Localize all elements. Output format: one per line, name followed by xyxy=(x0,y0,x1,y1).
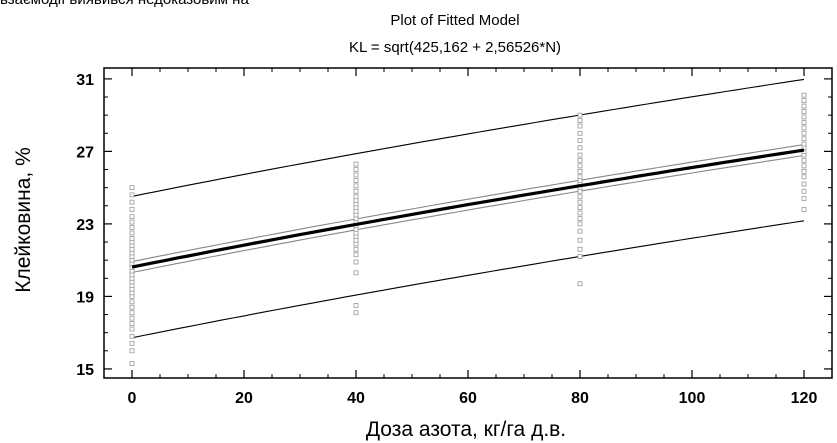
data-point xyxy=(129,199,135,205)
data-point xyxy=(577,205,583,210)
data-point xyxy=(353,310,359,316)
data-point xyxy=(801,109,807,114)
data-point xyxy=(577,194,583,200)
data-point xyxy=(577,210,583,216)
x-tick-label: 0 xyxy=(128,390,137,407)
data-point xyxy=(577,281,583,287)
upper-prediction-limit xyxy=(131,78,805,197)
plot-frame xyxy=(103,67,833,379)
data-point xyxy=(577,158,583,163)
x-tick-label: 120 xyxy=(791,390,818,407)
chart-subtitle: KL = sqrt(425,162 + 2,56526*N) xyxy=(349,39,561,56)
y-tick-label: 27 xyxy=(76,144,94,161)
data-point xyxy=(801,188,807,194)
y-tick-label: 31 xyxy=(76,72,94,89)
data-point xyxy=(801,141,807,147)
data-point xyxy=(353,259,359,265)
data-point xyxy=(353,177,359,183)
chart-title: Plot of Fitted Model xyxy=(390,12,519,29)
data-point xyxy=(577,199,583,205)
data-point xyxy=(577,163,583,169)
cropped-top-text: взаємодії виявився недоказовим на xyxy=(0,0,249,8)
data-point xyxy=(801,114,807,120)
data-point xyxy=(577,123,583,129)
upper-confidence-limit xyxy=(131,144,805,263)
data-point xyxy=(577,112,583,118)
fitted-model-line xyxy=(131,148,805,269)
data-point xyxy=(353,172,359,178)
data-point xyxy=(129,192,135,198)
data-point xyxy=(129,185,135,191)
data-point xyxy=(129,230,135,236)
data-point xyxy=(577,168,583,174)
data-point xyxy=(801,163,807,169)
data-point xyxy=(129,348,135,354)
data-point xyxy=(801,130,807,136)
data-point xyxy=(353,303,359,308)
data-point xyxy=(353,252,359,258)
data-point xyxy=(577,145,583,151)
data-point xyxy=(353,246,359,252)
y-axis-label: Клейковина, % xyxy=(12,147,35,293)
data-point xyxy=(801,158,807,163)
data-point xyxy=(353,270,359,276)
data-point xyxy=(129,341,135,346)
x-tick-label: 60 xyxy=(459,390,477,407)
data-point xyxy=(801,92,807,98)
data-point xyxy=(129,219,135,225)
data-point xyxy=(577,174,583,180)
data-point xyxy=(129,315,135,321)
data-point xyxy=(353,194,359,200)
data-point xyxy=(577,152,583,158)
x-axis-label: Доза азота, кг/га д.в. xyxy=(366,418,566,441)
data-point xyxy=(801,168,807,174)
x-tick-label: 80 xyxy=(571,390,589,407)
data-point xyxy=(129,214,135,220)
data-point xyxy=(577,221,583,227)
lower-prediction-limit xyxy=(131,220,805,339)
data-point xyxy=(129,326,135,332)
data-point xyxy=(129,299,135,305)
data-point xyxy=(801,181,807,187)
x-tick-label: 20 xyxy=(235,390,253,407)
y-tick-label: 23 xyxy=(76,217,94,234)
data-point xyxy=(577,228,583,234)
data-point xyxy=(801,98,807,104)
data-point xyxy=(577,138,583,143)
data-point xyxy=(577,246,583,252)
x-tick-label: 40 xyxy=(347,390,365,407)
y-tick-label: 15 xyxy=(76,362,94,379)
data-point xyxy=(577,216,583,221)
data-point xyxy=(801,119,807,125)
data-point xyxy=(129,333,135,339)
data-point xyxy=(801,207,807,212)
data-point xyxy=(129,225,135,230)
data-point xyxy=(801,196,807,201)
data-point xyxy=(801,174,807,180)
data-point xyxy=(353,183,359,189)
data-point xyxy=(801,125,807,131)
data-point xyxy=(577,118,583,123)
data-point xyxy=(353,167,359,172)
data-point xyxy=(129,321,135,327)
data-point xyxy=(577,130,583,136)
data-point xyxy=(129,310,135,316)
data-point xyxy=(129,361,135,366)
data-point xyxy=(353,188,359,194)
data-point xyxy=(577,254,583,259)
y-tick-label: 19 xyxy=(76,289,94,306)
data-point xyxy=(129,236,135,241)
data-point xyxy=(353,161,359,167)
data-point xyxy=(801,103,807,109)
data-point xyxy=(801,136,807,142)
data-point xyxy=(577,237,583,243)
x-tick-label: 100 xyxy=(679,390,706,407)
data-point xyxy=(129,207,135,212)
lower-confidence-limit xyxy=(131,154,805,274)
data-point xyxy=(129,304,135,310)
